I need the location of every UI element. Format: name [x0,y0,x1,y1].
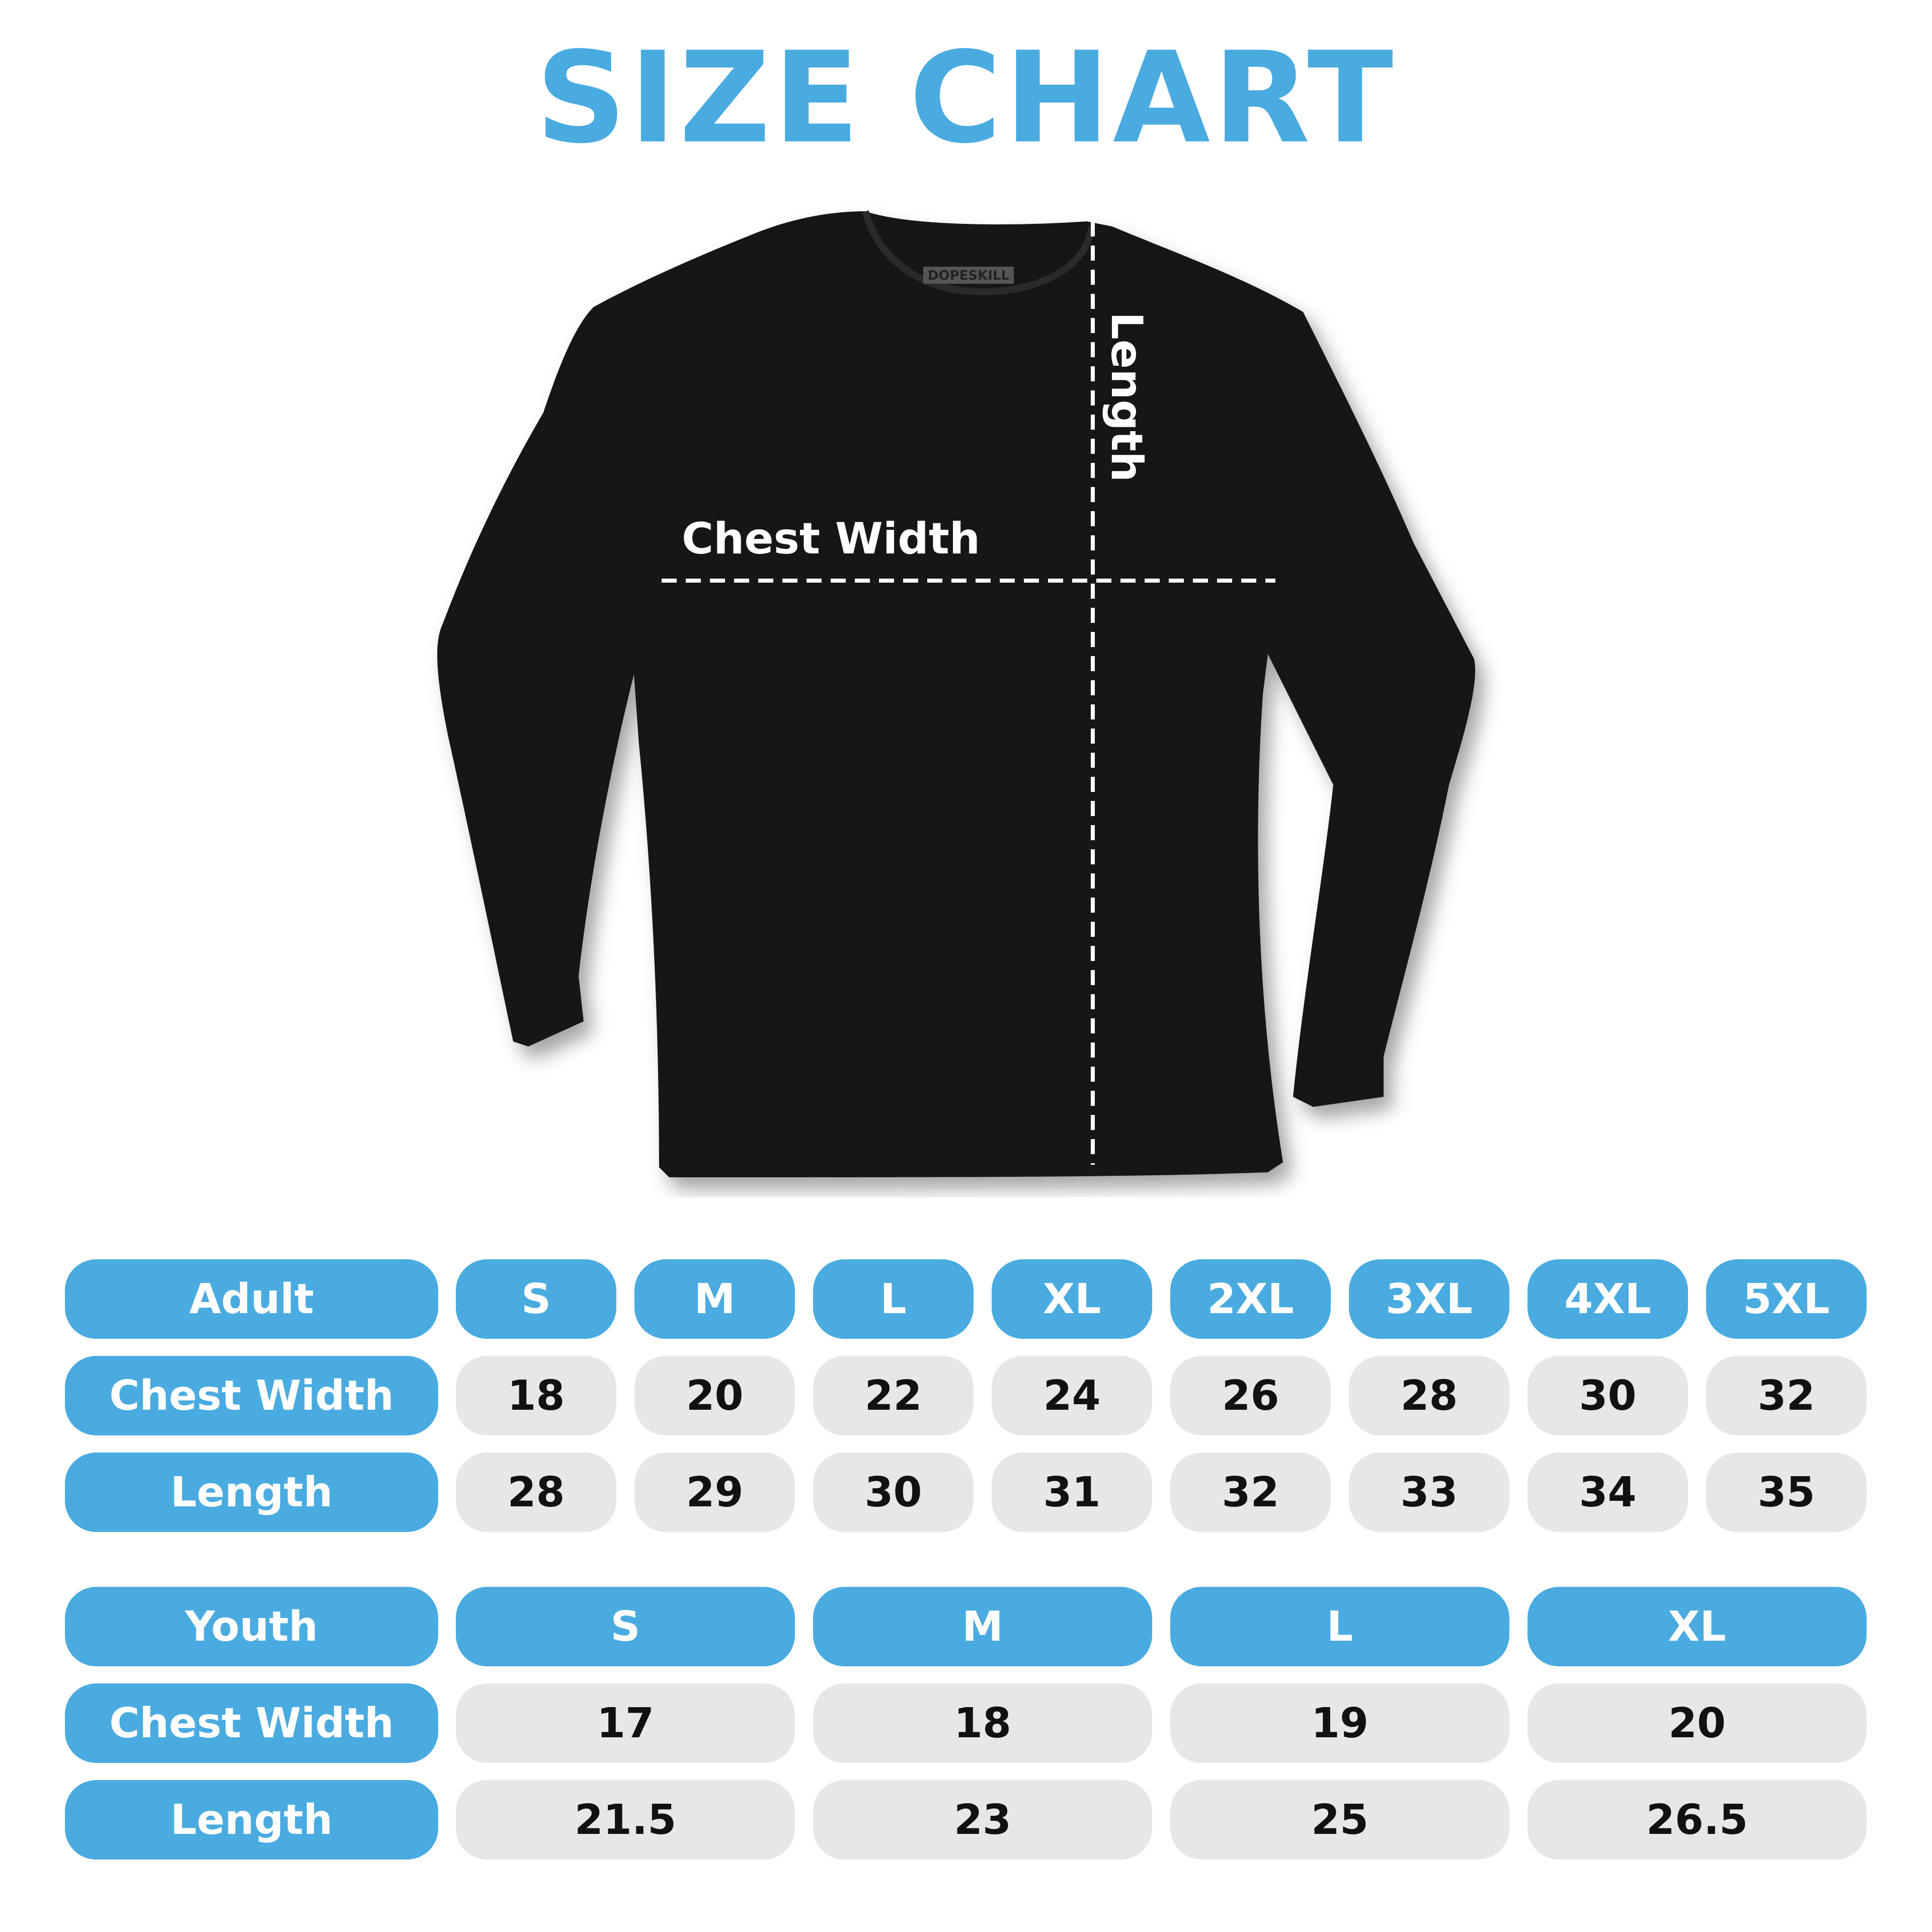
adult-value-cell: 28 [456,1453,616,1532]
adult-size-header: 3XL [1349,1259,1509,1339]
youth-size-header: M [813,1587,1152,1666]
adult-value-cell: 29 [634,1453,795,1532]
adult-size-header: 5XL [1706,1259,1867,1339]
adult-value-cell: 30 [1527,1356,1688,1435]
adult-value-cell: 33 [1349,1453,1509,1532]
youth-value-cell: 19 [1170,1683,1509,1763]
adult-row-label: Length [65,1453,438,1532]
youth-row-label: Length [65,1780,438,1860]
adult-value-cell: 28 [1349,1356,1509,1435]
adult-size-header: L [813,1259,974,1339]
page-title: SIZE CHART [535,25,1397,171]
adult-size-header: S [456,1259,616,1339]
adult-value-cell: 35 [1706,1453,1867,1532]
adult-value-cell: 30 [813,1453,974,1532]
shirt-body [437,211,1475,1177]
youth-header-label: Youth [65,1587,438,1666]
length-label: Length [1101,312,1152,482]
youth-value-cell: 23 [813,1780,1152,1860]
adult-value-cell: 32 [1170,1453,1331,1532]
youth-value-cell: 20 [1527,1683,1867,1763]
adult-value-cell: 31 [992,1453,1152,1532]
adult-row-label: Chest Width [65,1356,438,1435]
adult-value-cell: 22 [813,1356,974,1435]
adult-value-cell: 24 [992,1356,1152,1435]
adult-size-header: 4XL [1527,1259,1688,1339]
youth-value-cell: 17 [456,1683,795,1763]
adult-size-header: M [634,1259,795,1339]
youth-value-cell: 18 [813,1683,1152,1763]
shirt-collar [862,210,1095,296]
youth-value-cell: 25 [1170,1780,1509,1860]
brand-tag [923,267,1014,284]
adult-value-cell: 32 [1706,1356,1867,1435]
adult-value-cell: 18 [456,1356,616,1435]
adult-value-cell: 26 [1170,1356,1331,1435]
adult-value-cell: 34 [1527,1453,1688,1532]
brand-tag-text: DOPESKILL [928,268,1009,283]
adult-size-header: XL [992,1259,1152,1339]
youth-value-cell: 21.5 [456,1780,795,1860]
youth-size-header: L [1170,1587,1509,1666]
adult-size-header: 2XL [1170,1259,1331,1339]
youth-row-label: Chest Width [65,1683,438,1763]
youth-size-header: XL [1527,1587,1867,1666]
youth-size-header: S [456,1587,795,1666]
adult-value-cell: 20 [634,1356,795,1435]
shirt-illustration: DOPESKILL Chest Width Length [437,210,1475,1177]
chest-width-label: Chest Width [682,514,980,564]
youth-value-cell: 26.5 [1527,1780,1867,1860]
adult-header-label: Adult [65,1259,438,1339]
